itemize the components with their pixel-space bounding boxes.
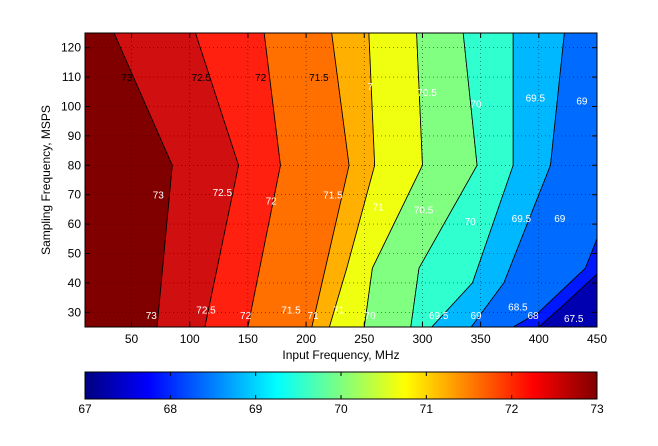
x-tick-label: 50 (125, 332, 139, 346)
colorbar-tick-label: 67 (78, 402, 92, 416)
plot-area: 73 72.5 72 71.5 7 70.5 70 69.5 69 73 72.5 72 71.5 71 7… (61, 32, 607, 346)
contour-label: 69.5 (512, 214, 532, 225)
contour-label: 69 (470, 311, 482, 322)
contour-label: 68.5 (508, 302, 528, 313)
contour-label: 71 (373, 203, 385, 214)
y-tick-label: 120 (61, 41, 81, 55)
y-tick-label: 110 (62, 70, 81, 84)
colorbar-tick-label: 72 (505, 402, 519, 416)
colorbar-tick-label: 71 (420, 402, 434, 416)
x-tick-label: 350 (471, 332, 491, 346)
colorbar-tick-label: 69 (249, 402, 263, 416)
x-tick-label: 400 (529, 332, 549, 346)
y-axis-label: Sampling Frequency, MSPS (39, 105, 53, 255)
contour-label: 72.5 (192, 73, 212, 84)
y-tick-label: 60 (68, 217, 82, 231)
x-tick-label: 200 (296, 332, 316, 346)
contour-label: 71.5 (323, 191, 343, 202)
y-tick-label: 50 (68, 247, 82, 261)
y-tick-label: 80 (68, 158, 82, 172)
contour-label: 73 (153, 191, 165, 202)
contour-label: 72 (266, 197, 278, 208)
contour-label: 70.5 (414, 205, 434, 216)
contour-label: 67.5 (564, 314, 584, 325)
contour-label: 71 (333, 305, 345, 316)
contour-band-72-5 (113, 33, 240, 327)
x-tick-label: 250 (354, 332, 374, 346)
y-tick-label: 90 (68, 129, 82, 143)
contour-label: 71.5 (281, 305, 301, 316)
colorbar-gradient (84, 371, 598, 400)
colorbar-tick-label: 73 (590, 402, 604, 416)
contour-label: 7 (367, 82, 373, 93)
contour-label: 69.5 (429, 311, 449, 322)
colorbar: 67 68 69 70 71 72 73 (78, 371, 604, 416)
contour-label: 73 (121, 73, 133, 84)
contour-label: 72.5 (213, 188, 233, 199)
y-tick-label: 100 (61, 100, 81, 114)
x-tick-label: 150 (238, 332, 258, 346)
colorbar-tick-label: 70 (334, 402, 348, 416)
contour-label: 70 (470, 100, 482, 111)
contour-label: 72.5 (196, 305, 216, 316)
contour-label: 70 (365, 311, 377, 322)
contour-band-67-5 (538, 273, 597, 327)
x-axis-label: Input Frequency, MHz (282, 348, 399, 362)
colorbar-tick-label: 68 (164, 402, 178, 416)
x-tick-label: 450 (587, 332, 607, 346)
x-tick-label: 100 (180, 332, 200, 346)
contour-band-72 (195, 33, 281, 327)
contour-label: 73 (146, 311, 158, 322)
contour-label: 70 (465, 217, 477, 228)
y-tick-label: 70 (68, 188, 82, 202)
contour-label: 72 (255, 73, 267, 84)
contour-label: 72 (240, 311, 252, 322)
contour-label: 71.5 (309, 73, 329, 84)
contour-label: 71 (308, 311, 320, 322)
contour-label: 68 (527, 311, 539, 322)
x-tick-label: 300 (412, 332, 432, 346)
contour-label: 69 (554, 214, 566, 225)
contour-label: 69 (576, 97, 588, 108)
y-tick-label: 40 (68, 276, 82, 290)
contour-label: 69.5 (526, 94, 546, 105)
y-tick-label: 30 (68, 305, 82, 319)
plot-frame (84, 32, 598, 328)
contour-label: 70.5 (417, 88, 437, 99)
